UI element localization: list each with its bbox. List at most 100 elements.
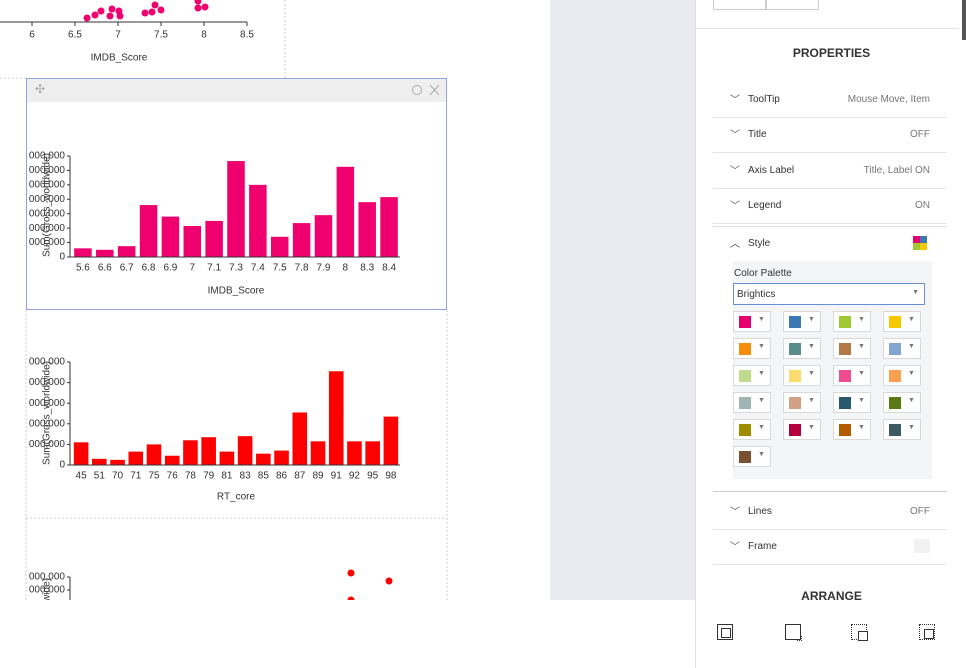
property-row[interactable]: ﹀ Frame xyxy=(713,529,947,565)
tool-button[interactable] xyxy=(766,0,819,10)
color-swatch[interactable]: ▼ xyxy=(733,365,771,386)
y-tick-label: 000,000 xyxy=(29,585,66,596)
bar xyxy=(219,451,235,465)
x-tick-label: 8 xyxy=(343,263,349,274)
property-row[interactable]: ﹀ Title OFF xyxy=(713,117,947,153)
bring-front[interactable] xyxy=(717,624,733,640)
swatch-color xyxy=(789,397,801,409)
swatch-caret: ▼ xyxy=(858,370,865,377)
x-tick-label: 76 xyxy=(167,471,179,482)
style-icon xyxy=(913,236,927,250)
color-swatch[interactable]: ▼ xyxy=(783,365,821,386)
x-tick-label: 7 xyxy=(189,263,195,274)
color-swatch[interactable]: ▼ xyxy=(883,419,921,440)
color-swatch[interactable]: ▼ xyxy=(733,419,771,440)
color-swatch[interactable]: ▼ xyxy=(783,338,821,359)
color-swatch[interactable]: ▼ xyxy=(833,365,871,386)
swatch-caret: ▼ xyxy=(808,343,815,350)
x-tick-label: 89 xyxy=(312,471,324,482)
y-tick-label: 000,000 xyxy=(29,151,66,162)
property-label: Legend xyxy=(748,200,782,211)
y-tick-label: 000,000 xyxy=(29,165,66,176)
color-swatch[interactable]: ▼ xyxy=(883,392,921,413)
refresh-icon[interactable] xyxy=(412,85,422,95)
send-backward[interactable] xyxy=(851,624,868,641)
color-swatch[interactable]: ▼ xyxy=(783,392,821,413)
bar xyxy=(292,223,311,257)
x-tick-label: 7.9 xyxy=(317,263,331,274)
x-tick-label: 7.5 xyxy=(154,30,168,41)
move-icon[interactable]: ✣ xyxy=(35,82,45,96)
color-swatch[interactable]: ▼ xyxy=(833,419,871,440)
property-row[interactable]: ﹀ Axis Label Title, Label ON xyxy=(713,153,947,189)
x-tick-label: 51 xyxy=(94,471,106,482)
bar xyxy=(205,220,223,257)
x-tick-label: 92 xyxy=(349,471,361,482)
property-label: Title xyxy=(748,129,767,140)
close-icon[interactable] xyxy=(429,84,440,96)
swatch-color xyxy=(739,397,751,409)
x-tick-label: 87 xyxy=(294,471,306,482)
bar xyxy=(380,197,398,257)
color-swatch[interactable]: ▼ xyxy=(733,392,771,413)
bar xyxy=(164,455,180,465)
x-tick-label: 6.9 xyxy=(163,263,177,274)
palette-area: Color Palette Brightics ▼ ▼ ▼ ▼ ▼ ▼ ▼ ▼ ▼ ▼ ▼ ▼ ▼ ▼ ▼… xyxy=(733,261,932,479)
palette-select[interactable]: Brightics ▼ xyxy=(733,283,925,305)
color-swatch[interactable]: ▼ xyxy=(783,419,821,440)
property-row[interactable]: ﹀ Legend ON xyxy=(713,188,947,224)
bar xyxy=(256,453,271,465)
palette-label: Color Palette xyxy=(734,268,792,279)
canvas: ✣ 6 6.5 7 7.5 8 8.5 IMDB_Score 0 000,000 000,000 0… xyxy=(0,0,448,600)
color-swatch[interactable]: ▼ xyxy=(833,311,871,332)
y-tick-label: 000,000 xyxy=(29,572,66,583)
y-tick-label: 000,000 xyxy=(29,418,66,429)
bar xyxy=(146,444,162,465)
bar xyxy=(249,184,267,257)
swatch-caret: ▼ xyxy=(858,424,865,431)
color-swatch[interactable]: ▼ xyxy=(883,365,921,386)
color-swatch[interactable]: ▼ xyxy=(883,311,921,332)
color-swatch[interactable]: ▼ xyxy=(733,338,771,359)
property-row[interactable]: ﹀ Lines OFF xyxy=(713,494,947,530)
y-tick-label: 000,000 xyxy=(29,223,66,234)
x-tick-label: 7.5 xyxy=(273,263,287,274)
swatch-color xyxy=(889,370,901,382)
send-back[interactable] xyxy=(919,624,935,640)
bar xyxy=(314,215,333,257)
x-tick-label: 6.7 xyxy=(120,263,134,274)
bar xyxy=(383,416,399,465)
color-swatch[interactable]: ▼ xyxy=(833,392,871,413)
swatch-color xyxy=(739,316,751,328)
swatch-caret: ▼ xyxy=(758,397,765,404)
swatch-color xyxy=(839,397,851,409)
y-tick-label: 000,000 xyxy=(29,237,66,248)
y-axis-title: Sum(Gross_worldwide) xyxy=(42,578,53,600)
swatch-caret: ▼ xyxy=(758,424,765,431)
bar xyxy=(92,458,107,465)
palette-value: Brightics xyxy=(737,289,776,300)
dropdown-caret: ▼ xyxy=(912,289,919,296)
bar xyxy=(161,216,180,257)
collapse-icon[interactable]: ︿ xyxy=(730,239,740,250)
x-tick-label: 78 xyxy=(185,471,197,482)
property-row[interactable]: ﹀ ToolTip Mouse Move, Item xyxy=(713,82,947,118)
bar xyxy=(310,441,326,465)
x-axis-title: IMDB_Score xyxy=(91,53,148,64)
style-label[interactable]: Style xyxy=(748,238,771,249)
swatch-caret: ▼ xyxy=(858,343,865,350)
swatch-color xyxy=(889,397,901,409)
scrollbar[interactable] xyxy=(962,0,966,40)
bring-forward[interactable] xyxy=(785,624,802,641)
color-swatch[interactable]: ▼ xyxy=(783,311,821,332)
color-swatch[interactable]: ▼ xyxy=(733,311,771,332)
color-swatch[interactable]: ▼ xyxy=(833,338,871,359)
color-swatch[interactable]: ▼ xyxy=(733,446,771,467)
bar xyxy=(347,441,362,465)
tool-button[interactable] xyxy=(713,0,766,10)
swatch-color xyxy=(789,316,801,328)
bar xyxy=(336,166,355,257)
panel-title: PROPERTIES xyxy=(792,46,871,60)
color-swatch[interactable]: ▼ xyxy=(883,338,921,359)
